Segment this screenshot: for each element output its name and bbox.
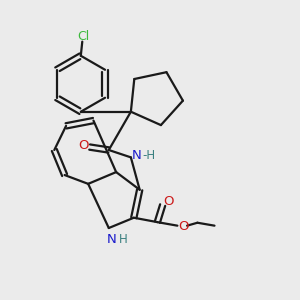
Text: H: H xyxy=(119,233,128,246)
Text: O: O xyxy=(178,220,188,233)
Text: O: O xyxy=(163,195,174,208)
Text: N: N xyxy=(107,233,117,246)
Text: N: N xyxy=(131,149,141,162)
Text: -H: -H xyxy=(142,149,155,162)
Text: O: O xyxy=(78,139,88,152)
Text: Cl: Cl xyxy=(77,30,89,43)
